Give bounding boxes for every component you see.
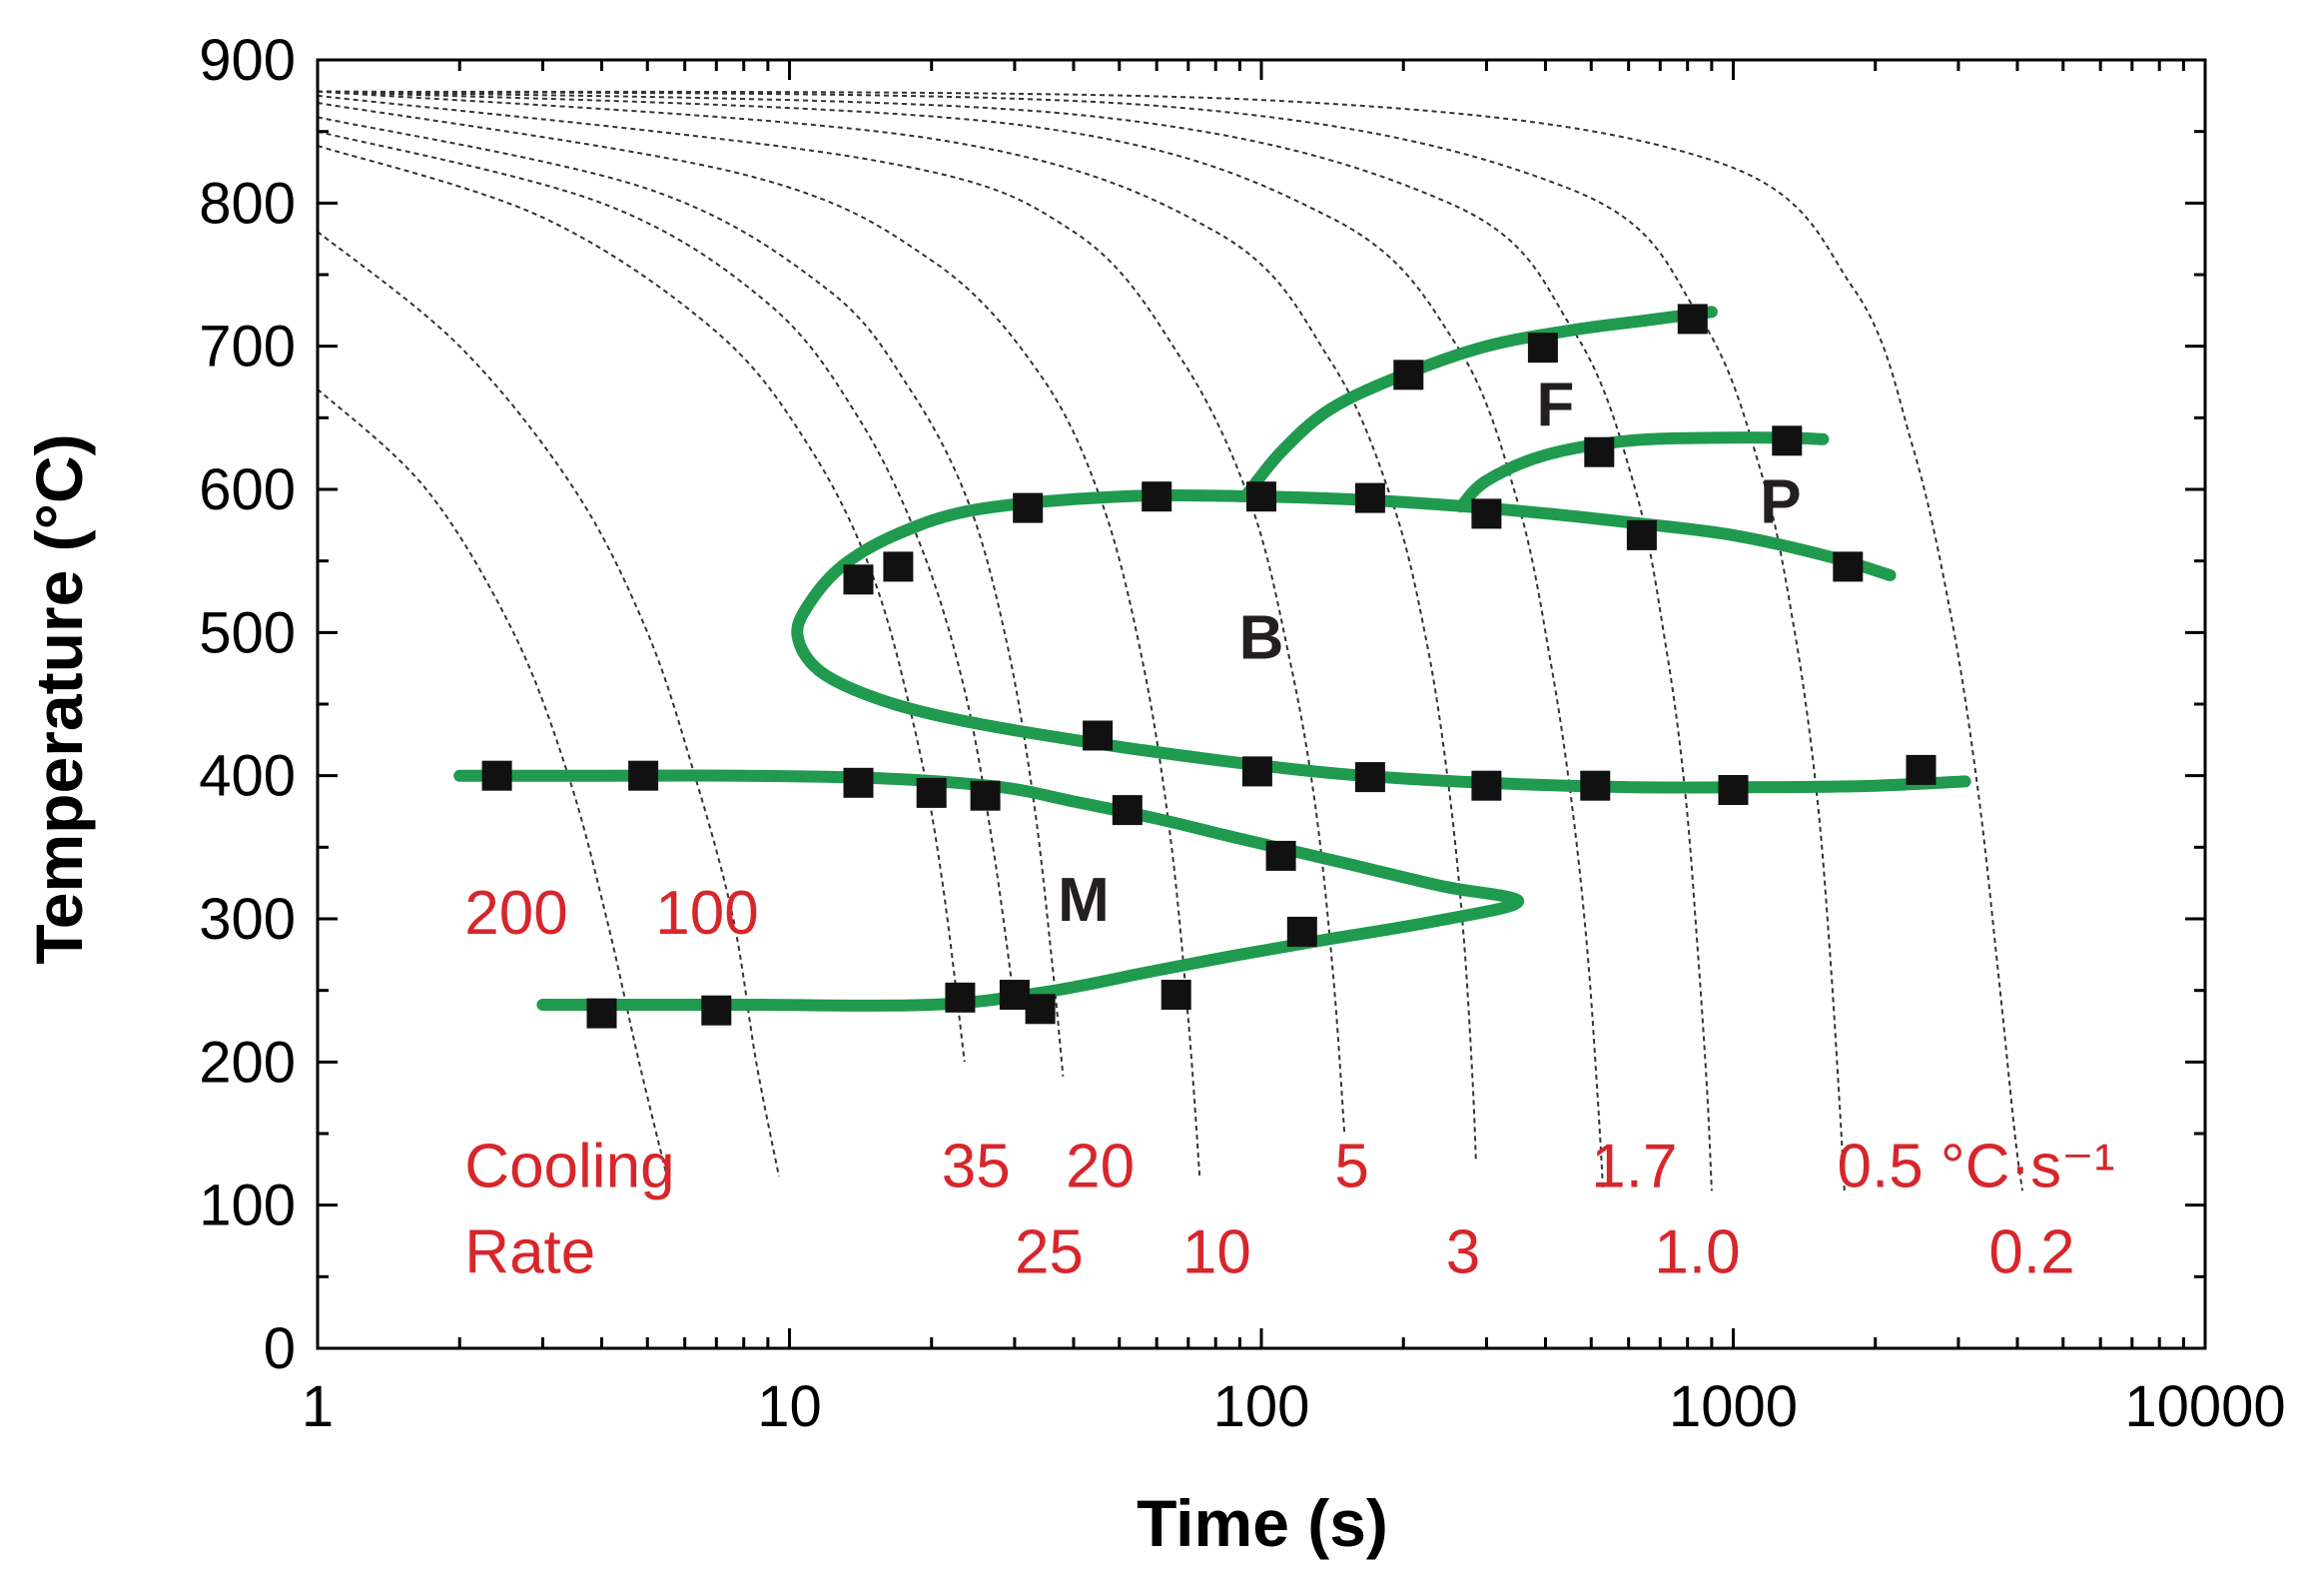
region-label-m: M bbox=[1058, 866, 1110, 935]
data-marker bbox=[1354, 482, 1385, 513]
data-marker bbox=[1161, 980, 1191, 1010]
cooling-rate-label: 100 bbox=[655, 879, 758, 948]
cooling-rate-label: 1.0 bbox=[1654, 1218, 1740, 1287]
y-tick-label: 100 bbox=[199, 1174, 296, 1238]
curve-b-start bbox=[791, 489, 1971, 794]
data-marker bbox=[701, 995, 732, 1026]
region-label-b: B bbox=[1239, 604, 1284, 673]
data-marker bbox=[1626, 519, 1657, 550]
x-tick-label: 1000 bbox=[1669, 1374, 1798, 1439]
cooling-curve-0-5 bbox=[318, 90, 1846, 1191]
cooling-rate-label: 1.7 bbox=[1591, 1133, 1677, 1201]
y-tick-label: 500 bbox=[199, 600, 296, 665]
y-tick-label: 900 bbox=[199, 28, 296, 93]
cooling-curve-100 bbox=[318, 231, 780, 1178]
y-tick-label: 400 bbox=[199, 744, 296, 809]
data-marker bbox=[970, 780, 1001, 811]
data-marker bbox=[1677, 304, 1708, 335]
data-marker bbox=[586, 998, 617, 1029]
x-tick-label: 100 bbox=[1213, 1374, 1310, 1439]
y-tick-label: 0 bbox=[264, 1316, 296, 1381]
y-axis-title: Temperature (°C) bbox=[22, 433, 96, 964]
y-tick-label: 700 bbox=[199, 315, 296, 380]
cooling-rate-label: 10 bbox=[1182, 1218, 1251, 1287]
data-marker bbox=[1527, 333, 1558, 364]
data-marker bbox=[1584, 436, 1615, 467]
annotations: F P B M 200 100 Cooling Rate 35 20 25 10 5 3 1.7 1.0 0.5… bbox=[464, 371, 2114, 1287]
data-marker bbox=[945, 982, 976, 1013]
curve-f-start bbox=[1240, 306, 1718, 501]
data-marker bbox=[1246, 481, 1276, 512]
cooling-rate-label: Rate bbox=[464, 1218, 595, 1287]
data-marker bbox=[883, 551, 914, 582]
x-axis-title: Time (s) bbox=[1137, 1486, 1388, 1560]
data-marker bbox=[1286, 916, 1317, 947]
axes bbox=[316, 58, 2207, 1350]
data-marker bbox=[999, 980, 1030, 1010]
y-tick-label: 600 bbox=[199, 457, 296, 522]
cooling-rate-label: Cooling bbox=[464, 1133, 674, 1201]
region-label-p: P bbox=[1760, 467, 1801, 536]
cooling-curve-10 bbox=[318, 102, 1201, 1178]
cooling-curves bbox=[318, 90, 2023, 1191]
cooling-rate-label: 35 bbox=[942, 1133, 1011, 1201]
y-tick-label: 200 bbox=[199, 1030, 296, 1095]
data-marker bbox=[1471, 498, 1502, 529]
cooling-rate-label: 3 bbox=[1446, 1218, 1480, 1287]
region-label-f: F bbox=[1537, 371, 1575, 439]
cooling-rate-label: 0.2 bbox=[1988, 1218, 2074, 1287]
x-tick-label: 10 bbox=[757, 1374, 822, 1439]
data-marker bbox=[1083, 720, 1114, 751]
data-marker bbox=[1265, 840, 1296, 871]
tick-labels: 0 100 200 300 400 500 600 700 800 900 1 10 100 1000 10… bbox=[199, 28, 2285, 1439]
cooling-rate-label: 200 bbox=[464, 879, 567, 948]
data-markers bbox=[481, 304, 1937, 1029]
data-marker bbox=[1241, 756, 1272, 787]
data-marker bbox=[1772, 425, 1803, 456]
data-marker bbox=[1718, 775, 1749, 805]
data-marker bbox=[843, 767, 874, 798]
y-tick-label: 800 bbox=[199, 171, 296, 236]
data-marker bbox=[1112, 795, 1143, 826]
data-marker bbox=[916, 777, 947, 808]
data-marker bbox=[628, 760, 659, 791]
cooling-curve-5 bbox=[318, 94, 1346, 1135]
cooling-rate-label: 5 bbox=[1334, 1133, 1368, 1201]
data-marker bbox=[1013, 492, 1044, 523]
data-marker bbox=[1833, 551, 1864, 582]
x-tick-label: 1 bbox=[302, 1374, 334, 1439]
y-tick-label: 300 bbox=[199, 887, 296, 952]
data-marker bbox=[1471, 770, 1502, 801]
cooling-rate-label: 0.5 °C·s⁻¹ bbox=[1838, 1133, 2115, 1201]
cooling-curve-0-2 bbox=[318, 90, 2023, 1191]
data-marker bbox=[1906, 754, 1937, 785]
data-marker bbox=[1580, 770, 1611, 801]
data-marker bbox=[1393, 360, 1424, 391]
data-marker bbox=[1354, 762, 1385, 793]
x-tick-label: 10000 bbox=[2124, 1374, 2285, 1439]
cooling-curve-1 bbox=[318, 90, 1713, 1191]
data-marker bbox=[843, 564, 874, 595]
data-marker bbox=[1142, 481, 1172, 512]
cooling-rate-label: 20 bbox=[1066, 1133, 1135, 1201]
cooling-curve-35 bbox=[318, 145, 966, 1063]
data-marker bbox=[481, 760, 512, 791]
cooling-curve-1-7 bbox=[318, 90, 1605, 1191]
cooling-rate-label: 25 bbox=[1015, 1218, 1084, 1287]
data-marker bbox=[1025, 994, 1056, 1025]
